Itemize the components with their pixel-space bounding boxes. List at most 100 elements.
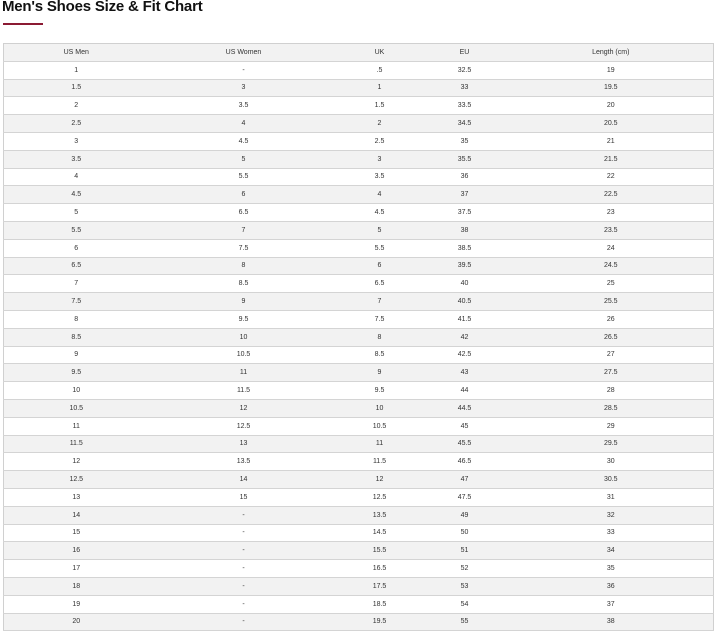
table-row: 6 7.5 5.5 38.5 24 bbox=[3, 239, 714, 258]
table-cell: 26 bbox=[508, 310, 714, 329]
table-cell: 7 bbox=[338, 292, 421, 311]
table-cell: 6.5 bbox=[338, 274, 421, 294]
table-cell: 8.5 bbox=[3, 328, 149, 347]
table-cell: 7 bbox=[148, 221, 339, 240]
table-cell: 13.5 bbox=[338, 506, 421, 525]
table-cell: 40.5 bbox=[420, 292, 509, 311]
table-row: 15-14.5 50 33 bbox=[3, 524, 714, 543]
table-cell: 23 bbox=[508, 203, 714, 222]
table-cell: 32 bbox=[508, 506, 714, 525]
table-row: 6.5 8 6 39.5 24.5 bbox=[3, 257, 714, 276]
table-cell: 8.5 bbox=[338, 346, 421, 365]
table-cell: 5 bbox=[338, 221, 421, 240]
table-cell: 15 bbox=[148, 488, 339, 507]
table-cell: 12 bbox=[148, 399, 339, 418]
table-cell: 31 bbox=[508, 488, 714, 507]
table-cell: 11.5 bbox=[338, 452, 421, 472]
table-row: 5.5 7 5 38 23.5 bbox=[3, 221, 714, 240]
table-cell: 11 bbox=[3, 417, 149, 436]
table-cell: - bbox=[148, 595, 339, 614]
table-row: 18-17.5 53 36 bbox=[3, 577, 714, 596]
table-cell: 15.5 bbox=[338, 541, 421, 561]
table-cell: 15 bbox=[3, 524, 149, 543]
table-cell: 33 bbox=[508, 524, 714, 543]
table-row: 14-13.5 49 32 bbox=[3, 506, 714, 525]
table-cell: 10.5 bbox=[338, 417, 421, 436]
table-cell: - bbox=[148, 577, 339, 596]
table-cell: 13 bbox=[148, 435, 339, 454]
table-row: 9.5 11 9 43 27.5 bbox=[3, 363, 714, 383]
table-cell: 36 bbox=[420, 168, 509, 187]
table-cell: 10 bbox=[338, 399, 421, 418]
table-cell: 13 bbox=[3, 488, 149, 507]
table-cell: 11.5 bbox=[148, 381, 339, 400]
table-cell: 12.5 bbox=[3, 470, 149, 489]
table-cell: 4.5 bbox=[148, 132, 339, 151]
table-cell: 26.5 bbox=[508, 328, 714, 347]
table-body: 1- .5 32.5 19 1.5 3 1 33 19.5 2 3.5 1.5 33.5 20 2.5 4 2 3… bbox=[3, 61, 714, 632]
table-cell: 18.5 bbox=[338, 595, 421, 614]
table-cell: 9.5 bbox=[148, 310, 339, 329]
table-row: 5 6.5 4.5 37.5 23 bbox=[3, 203, 714, 222]
table-cell: 47.5 bbox=[420, 488, 509, 507]
table-cell: 4.5 bbox=[338, 203, 421, 222]
table-cell: 3 bbox=[148, 79, 339, 98]
table-cell: 1 bbox=[338, 79, 421, 98]
table-cell: 10.5 bbox=[3, 399, 149, 418]
table-cell: 7.5 bbox=[3, 292, 149, 311]
table-cell: 14 bbox=[3, 506, 149, 525]
table-cell: 35.5 bbox=[420, 150, 509, 169]
table-cell: 20.5 bbox=[508, 114, 714, 133]
table-row: 1- .5 32.5 19 bbox=[3, 61, 714, 80]
table-cell: 28.5 bbox=[508, 399, 714, 418]
table-cell: 3.5 bbox=[338, 168, 421, 187]
table-cell: 6.5 bbox=[148, 203, 339, 222]
table-row: 11 12.5 10.5 45 29 bbox=[3, 417, 714, 436]
table-cell: - bbox=[148, 559, 339, 578]
table-cell: 9.5 bbox=[338, 381, 421, 400]
table-cell: 5.5 bbox=[148, 168, 339, 187]
table-cell: 36 bbox=[508, 577, 714, 596]
table-cell: 33 bbox=[420, 79, 509, 98]
table-cell: 21.5 bbox=[508, 150, 714, 169]
table-cell: 42 bbox=[420, 328, 509, 347]
table-cell: 45 bbox=[420, 417, 509, 436]
table-cell: 10 bbox=[148, 328, 339, 347]
table-cell: 43 bbox=[420, 363, 509, 383]
table-row: 2.5 4 2 34.5 20.5 bbox=[3, 114, 714, 133]
table-row: 9 10.5 8.5 42.5 27 bbox=[3, 346, 714, 365]
table-cell: 47 bbox=[420, 470, 509, 489]
table-cell: 4 bbox=[148, 114, 339, 133]
table-cell: 38 bbox=[420, 221, 509, 240]
table-cell: 9.5 bbox=[3, 363, 149, 383]
table-cell: 45.5 bbox=[420, 435, 509, 454]
table-row: 7 8.5 6.5 40 25 bbox=[3, 274, 714, 294]
table-row: 10.5 12 10 44.5 28.5 bbox=[3, 399, 714, 418]
table-cell: 19 bbox=[508, 61, 714, 80]
table-cell: 30 bbox=[508, 452, 714, 472]
table-cell: 23.5 bbox=[508, 221, 714, 240]
table-cell: 4 bbox=[338, 185, 421, 205]
table-cell: 42.5 bbox=[420, 346, 509, 365]
table-cell: 35 bbox=[508, 559, 714, 578]
table-row: 17-16.5 52 35 bbox=[3, 559, 714, 578]
table-cell: 3.5 bbox=[3, 150, 149, 169]
table-cell: 6 bbox=[148, 185, 339, 205]
table-cell: 46.5 bbox=[420, 452, 509, 472]
table-cell: 1.5 bbox=[3, 79, 149, 98]
table-cell: 37 bbox=[508, 595, 714, 614]
header-row: US Men US Women UK EU Length (cm) bbox=[3, 43, 714, 62]
table-cell: 7.5 bbox=[148, 239, 339, 258]
table-cell: 13.5 bbox=[148, 452, 339, 472]
table-cell: 44.5 bbox=[420, 399, 509, 418]
table-cell: 9 bbox=[338, 363, 421, 383]
table-cell: 4 bbox=[3, 168, 149, 187]
table-cell: - bbox=[148, 613, 339, 632]
column-header: US Men bbox=[3, 43, 149, 62]
table-cell: 38.5 bbox=[420, 239, 509, 258]
table-cell: 21 bbox=[508, 132, 714, 151]
size-chart-table: US Men US Women UK EU Length (cm) 1- .5 32.5 19… bbox=[3, 43, 714, 632]
table-cell: 27 bbox=[508, 346, 714, 365]
table-cell: 3.5 bbox=[148, 96, 339, 116]
table-cell: 33.5 bbox=[420, 96, 509, 116]
